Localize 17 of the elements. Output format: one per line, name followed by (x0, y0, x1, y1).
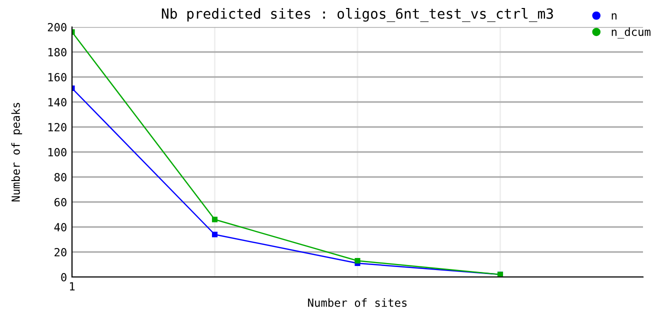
y-tick-label: 80 (54, 173, 66, 182)
y-tick-label: 120 (48, 123, 66, 132)
legend-label: n (612, 13, 616, 20)
legend-label: n_dcum (612, 27, 650, 38)
y-tick-label: 140 (48, 98, 66, 106)
chart-title: Nb predicted sites : oligos_6nt_test_vs_ctrl_m3 (162, 8, 553, 22)
y-tick-label: 40 (54, 223, 66, 232)
y-tick-label: 60 (54, 198, 66, 206)
y-tick-label: 200 (48, 23, 66, 32)
x-tick-label: 1 (70, 282, 75, 290)
y-axis-title: Number of peaks (11, 102, 22, 202)
y-tick-label: 180 (48, 48, 66, 56)
y-tick-label: 160 (48, 73, 66, 82)
x-axis-title: Number of sites (308, 298, 407, 307)
y-tick-label: 20 (54, 248, 66, 256)
y-tick-label: 0 (61, 273, 66, 282)
y-tick-label: 100 (48, 148, 66, 156)
